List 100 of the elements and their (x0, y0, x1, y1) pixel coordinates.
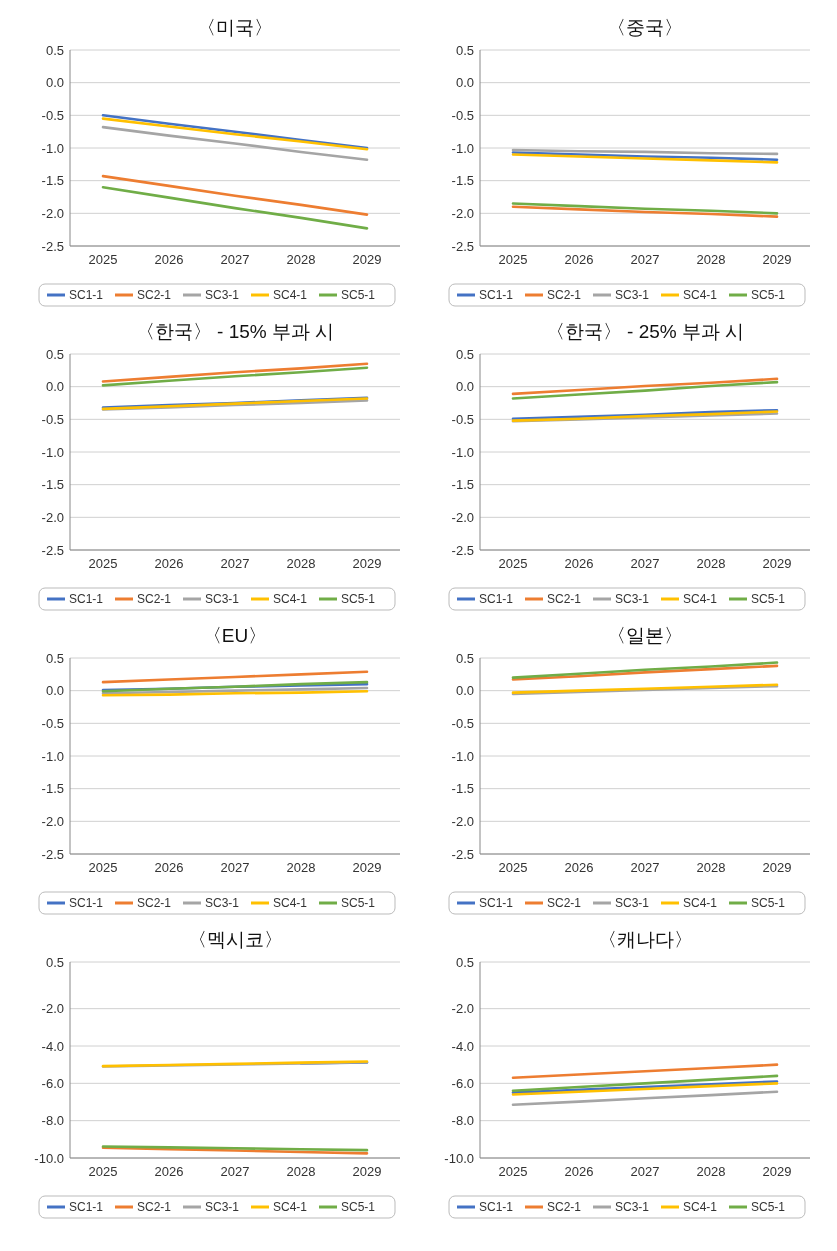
x-tick-label: 2027 (630, 860, 660, 875)
legend-label: SC3-1 (615, 896, 650, 911)
y-tick-label: -0.5 (451, 715, 474, 731)
x-tick-label: 2027 (630, 252, 660, 267)
x-tick-label: 2027 (220, 252, 250, 267)
y-tick-label: -2.5 (451, 846, 474, 862)
x-tick-label: 2027 (630, 1164, 660, 1179)
legend-label: SC5-1 (751, 592, 786, 607)
y-tick-label: 0.5 (45, 346, 64, 362)
legend-label: SC2-1 (547, 592, 582, 607)
legend-label: SC4-1 (683, 592, 718, 607)
x-tick-label: 2025 (498, 252, 528, 267)
y-tick-label: -1.0 (451, 748, 474, 764)
chart-title: 〈EU〉 (202, 625, 268, 646)
legend-label: SC4-1 (273, 1200, 308, 1215)
y-tick-label: -0.5 (451, 411, 474, 427)
x-tick-label: 2029 (762, 1164, 792, 1179)
y-tick-label: -2.5 (41, 238, 64, 254)
y-tick-label: -10.0 (34, 1150, 64, 1166)
x-tick-label: 2027 (220, 1164, 250, 1179)
chart-title: 〈한국〉 - 25% 부과 시 (545, 321, 745, 342)
y-tick-label: -1.5 (451, 477, 474, 493)
x-tick-label: 2025 (88, 556, 118, 571)
x-tick-label: 2027 (220, 860, 250, 875)
y-tick-label: -6.0 (41, 1075, 64, 1091)
y-tick-label: -8.0 (451, 1113, 474, 1129)
y-tick-label: 0.0 (455, 75, 474, 91)
y-tick-label: -2.5 (451, 238, 474, 254)
x-tick-label: 2029 (352, 860, 382, 875)
x-tick-label: 2028 (696, 556, 726, 571)
legend-label: SC2-1 (137, 288, 172, 303)
legend-label: SC5-1 (341, 896, 376, 911)
legend-label: SC4-1 (683, 896, 718, 911)
legend-label: SC4-1 (683, 288, 718, 303)
legend-label: SC3-1 (615, 288, 650, 303)
y-tick-label: -1.5 (41, 781, 64, 797)
y-tick-label: -2.0 (451, 813, 474, 829)
x-tick-label: 2029 (762, 556, 792, 571)
y-tick-label: -8.0 (41, 1113, 64, 1129)
y-tick-label: -0.5 (41, 411, 64, 427)
legend-label: SC1-1 (69, 896, 104, 911)
x-tick-label: 2029 (352, 252, 382, 267)
x-tick-label: 2025 (498, 556, 528, 571)
x-tick-label: 2028 (286, 1164, 316, 1179)
y-tick-label: 0.5 (455, 650, 474, 666)
y-tick-label: 0.5 (45, 650, 64, 666)
legend-label: SC1-1 (479, 592, 514, 607)
x-tick-label: 2028 (696, 1164, 726, 1179)
y-tick-label: -1.0 (451, 140, 474, 156)
legend-label: SC4-1 (273, 288, 308, 303)
x-tick-label: 2029 (352, 556, 382, 571)
y-tick-label: 0.0 (455, 379, 474, 395)
y-tick-label: -1.5 (451, 173, 474, 189)
y-tick-label: 0.5 (455, 346, 474, 362)
legend-label: SC3-1 (205, 592, 240, 607)
y-tick-label: -2.0 (41, 813, 64, 829)
y-tick-label: -1.0 (451, 444, 474, 460)
y-tick-label: -6.0 (451, 1075, 474, 1091)
x-tick-label: 2026 (154, 1164, 184, 1179)
chart-title: 〈캐나다〉 (597, 929, 693, 950)
x-tick-label: 2029 (762, 252, 792, 267)
legend-label: SC4-1 (683, 1200, 718, 1215)
chart-title: 〈미국〉 (197, 17, 273, 38)
y-tick-label: -4.0 (41, 1038, 64, 1054)
legend-label: SC5-1 (751, 1200, 786, 1215)
legend-label: SC1-1 (69, 592, 104, 607)
legend-label: SC4-1 (273, 592, 308, 607)
chart-title: 〈멕시코〉 (187, 929, 283, 950)
x-tick-label: 2028 (286, 860, 316, 875)
y-tick-label: -2.0 (41, 205, 64, 221)
y-tick-label: -1.0 (41, 748, 64, 764)
legend-label: SC3-1 (615, 1200, 650, 1215)
x-tick-label: 2025 (88, 1164, 118, 1179)
y-tick-label: 0.5 (45, 954, 64, 970)
x-tick-label: 2029 (352, 1164, 382, 1179)
y-tick-label: -2.5 (41, 846, 64, 862)
legend-label: SC2-1 (547, 288, 582, 303)
x-tick-label: 2026 (154, 556, 184, 571)
legend-label: SC3-1 (205, 288, 240, 303)
legend-label: SC1-1 (479, 1200, 514, 1215)
y-tick-label: -2.0 (41, 1001, 64, 1017)
x-tick-label: 2028 (286, 252, 316, 267)
legend-label: SC3-1 (615, 592, 650, 607)
x-tick-label: 2028 (696, 252, 726, 267)
x-tick-label: 2025 (88, 252, 118, 267)
x-tick-label: 2026 (564, 1164, 594, 1179)
legend-label: SC3-1 (205, 1200, 240, 1215)
y-tick-label: -2.0 (41, 509, 64, 525)
legend-label: SC1-1 (479, 288, 514, 303)
y-tick-label: -1.0 (41, 444, 64, 460)
x-tick-label: 2026 (154, 252, 184, 267)
y-tick-label: 0.5 (455, 954, 474, 970)
y-tick-label: 0.5 (455, 42, 474, 58)
y-tick-label: -1.5 (451, 781, 474, 797)
y-tick-label: -2.5 (41, 542, 64, 558)
legend-label: SC2-1 (547, 1200, 582, 1215)
y-tick-label: -0.5 (41, 107, 64, 123)
x-tick-label: 2027 (220, 556, 250, 571)
y-tick-label: 0.0 (45, 683, 64, 699)
legend-label: SC1-1 (69, 288, 104, 303)
